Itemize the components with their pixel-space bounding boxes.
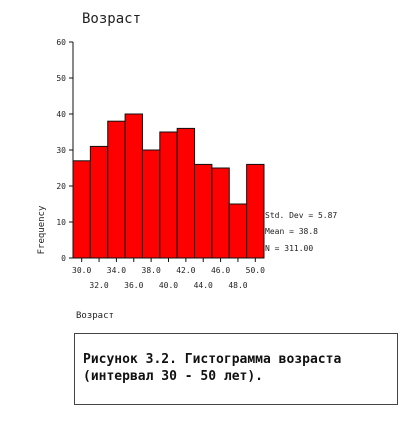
- x-tick-label: 38.0: [142, 266, 161, 275]
- histogram-chart: Возраст 0 10 20 30 40 50 60 30.0 34.0 38.0 42.0 46…: [37, 11, 337, 321]
- histogram-bar: [194, 163, 213, 259]
- histogram-bar: [159, 131, 178, 259]
- y-tick-label: 30: [56, 146, 66, 155]
- histogram-bar: [228, 203, 248, 259]
- y-tick-label: 50: [56, 74, 66, 83]
- y-axis-label: Frequency: [37, 205, 47, 254]
- y-tick-label: 0: [61, 254, 66, 263]
- histogram-bar: [246, 163, 265, 259]
- histogram-bar: [72, 160, 91, 259]
- x-tick-label: 50.0: [246, 266, 265, 275]
- stats-mean: Mean = 38.8: [265, 227, 318, 236]
- x-tick-label: 34.0: [107, 266, 126, 275]
- chart-title: Возраст: [82, 11, 141, 27]
- x-tick-label: 44.0: [194, 281, 213, 290]
- x-tick-label: 30.0: [72, 266, 91, 275]
- x-tick-label: 42.0: [176, 266, 195, 275]
- histogram-bar: [124, 113, 143, 259]
- bars-group: [72, 113, 265, 259]
- x-tick-label: 40.0: [159, 281, 178, 290]
- histogram-bar: [141, 149, 161, 259]
- x-tick-label: 46.0: [211, 266, 230, 275]
- caption-box: Рисунок 3.2. Гистограмма возраста (интер…: [74, 333, 398, 405]
- y-tick-label: 40: [56, 110, 66, 119]
- stats-std-dev: Std. Dev = 5.87: [265, 211, 337, 220]
- x-axis-label: Возраст: [76, 311, 114, 321]
- y-ticks-group: 0 10 20 30 40 50 60: [56, 38, 73, 263]
- x-ticks-group: 30.0 34.0 38.0 42.0 46.0 50.0 32.0 36.0 40.0 44.0…: [72, 258, 265, 290]
- x-tick-label: 32.0: [89, 281, 108, 290]
- y-tick-label: 60: [56, 38, 66, 47]
- histogram-bar: [107, 120, 126, 259]
- histogram-bar: [211, 167, 230, 259]
- histogram-bar: [89, 145, 109, 259]
- y-tick-label: 10: [56, 218, 66, 227]
- histogram-bar: [176, 127, 196, 259]
- x-tick-label: 48.0: [228, 281, 247, 290]
- y-tick-label: 20: [56, 182, 66, 191]
- x-tick-label: 36.0: [124, 281, 143, 290]
- caption-text: Рисунок 3.2. Гистограмма возраста (интер…: [83, 352, 342, 384]
- stats-n: N = 311.00: [265, 244, 313, 253]
